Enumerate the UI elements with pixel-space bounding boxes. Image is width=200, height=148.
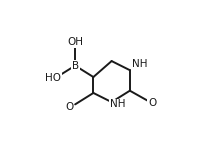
Text: B: B — [72, 61, 79, 71]
Text: OH: OH — [67, 37, 83, 47]
Text: NH: NH — [110, 99, 125, 109]
Text: NH: NH — [132, 59, 147, 69]
Text: HO: HO — [45, 73, 61, 83]
Text: O: O — [148, 98, 156, 108]
Text: O: O — [65, 102, 74, 112]
